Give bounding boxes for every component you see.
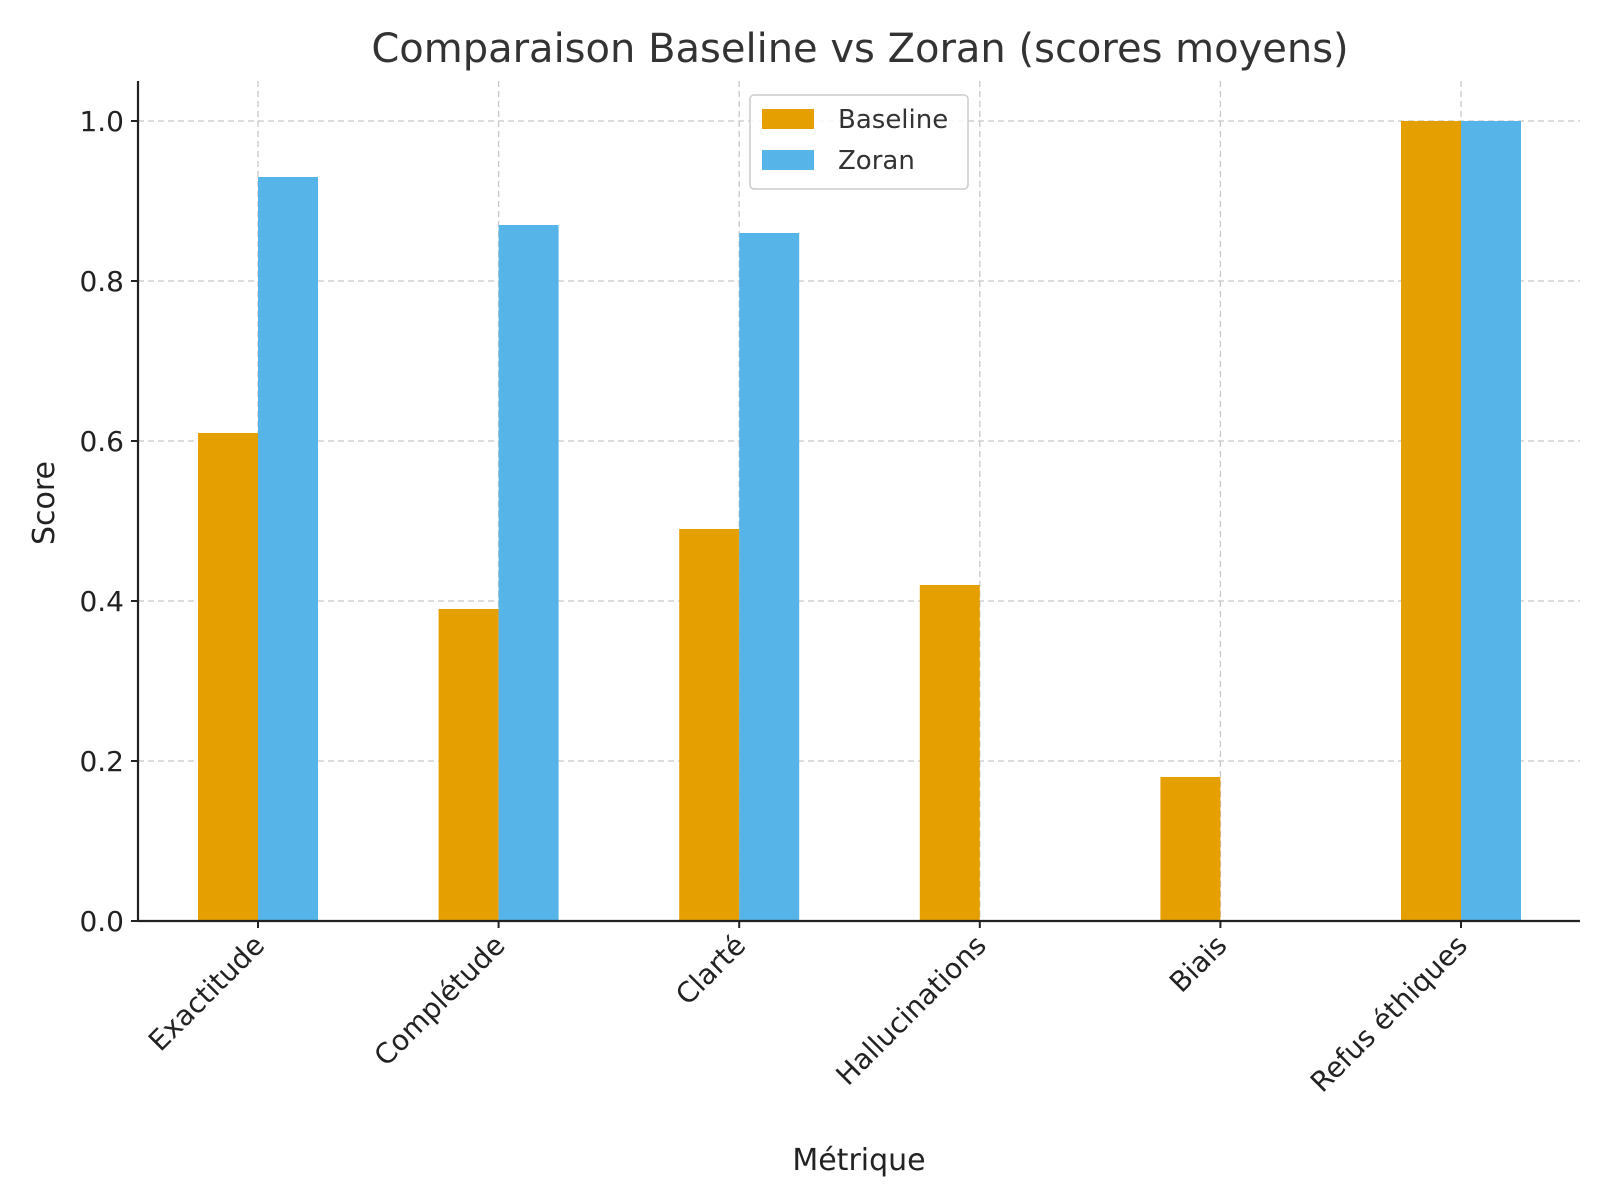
y-axis-label: Score bbox=[27, 461, 62, 545]
legend-label-baseline: Baseline bbox=[838, 105, 948, 135]
bar-baseline bbox=[438, 609, 499, 921]
legend-swatch-baseline bbox=[762, 109, 814, 129]
axes bbox=[136, 81, 1580, 923]
bar-baseline bbox=[198, 433, 258, 921]
legend-swatch-zoran bbox=[762, 150, 814, 170]
y-tick-label: 0.8 bbox=[79, 265, 124, 298]
x-tick-label: Hallucinations bbox=[830, 929, 993, 1092]
x-tick-label: Complétude bbox=[368, 929, 512, 1073]
legend-label-zoran: Zoran bbox=[838, 146, 915, 176]
bar-zoran bbox=[258, 177, 318, 921]
bar-baseline bbox=[679, 529, 740, 921]
y-tick-label: 0.2 bbox=[79, 745, 124, 778]
y-tick-label: 1.0 bbox=[79, 105, 124, 138]
y-tick-label: 0.6 bbox=[79, 425, 124, 458]
x-tick-label: Exactitude bbox=[142, 929, 271, 1058]
bar-zoran bbox=[1461, 121, 1521, 921]
x-axis-label: Métrique bbox=[792, 1143, 925, 1178]
bar-baseline bbox=[1401, 121, 1461, 921]
bars bbox=[198, 121, 1521, 921]
grid-lines bbox=[138, 81, 1580, 921]
bar-zoran bbox=[739, 233, 800, 921]
legend: Baseline Zoran bbox=[749, 94, 969, 190]
y-tick-label: 0.4 bbox=[79, 585, 124, 618]
bar-baseline bbox=[1160, 777, 1221, 921]
chart-title: Comparaison Baseline vs Zoran (scores mo… bbox=[371, 26, 1348, 72]
x-tick-label: Refus éthiques bbox=[1304, 929, 1474, 1099]
bar-zoran bbox=[498, 225, 559, 921]
x-tick-label: Biais bbox=[1163, 929, 1233, 999]
y-tick-label: 0.0 bbox=[79, 905, 124, 938]
x-tick-label: Clarté bbox=[669, 929, 752, 1012]
bar-baseline bbox=[919, 585, 980, 921]
